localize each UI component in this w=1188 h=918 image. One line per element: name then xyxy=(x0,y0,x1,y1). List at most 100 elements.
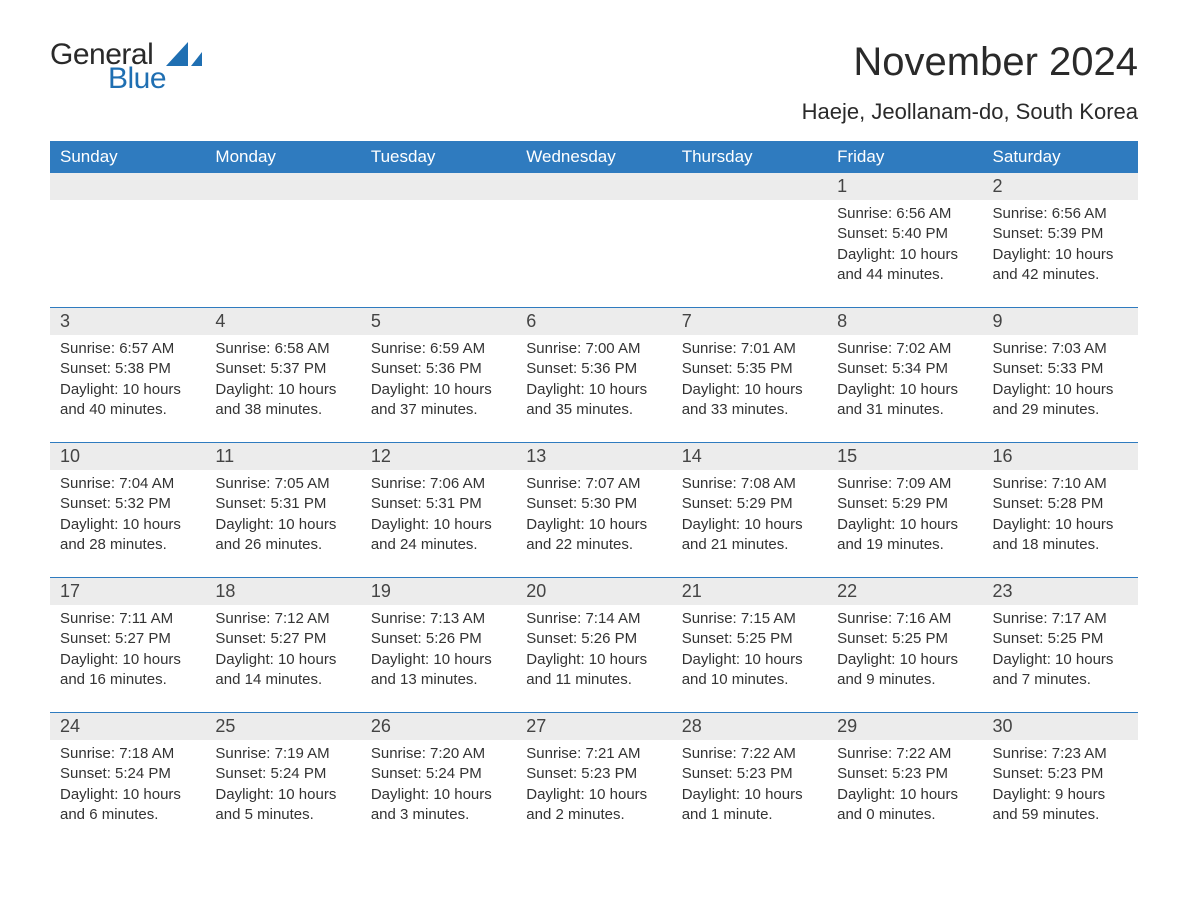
day-number: 7 xyxy=(672,308,827,335)
day-number: 1 xyxy=(827,173,982,200)
sunset-text: Sunset: 5:25 PM xyxy=(993,629,1128,649)
day-number: 23 xyxy=(983,578,1138,605)
daylight-text: Daylight: 10 hours and 11 minutes. xyxy=(526,650,661,691)
weekday-header: Monday xyxy=(205,141,360,173)
sunset-text: Sunset: 5:36 PM xyxy=(371,359,506,379)
daylight-text: Daylight: 10 hours and 38 minutes. xyxy=(215,380,350,421)
daylight-text: Daylight: 10 hours and 29 minutes. xyxy=(993,380,1128,421)
calendar-day: 18Sunrise: 7:12 AMSunset: 5:27 PMDayligh… xyxy=(205,578,360,698)
sunset-text: Sunset: 5:23 PM xyxy=(526,764,661,784)
sunrise-text: Sunrise: 7:20 AM xyxy=(371,744,506,764)
calendar-day: 6Sunrise: 7:00 AMSunset: 5:36 PMDaylight… xyxy=(516,308,671,428)
day-number: 20 xyxy=(516,578,671,605)
calendar-day-empty xyxy=(672,173,827,293)
calendar-day: 10Sunrise: 7:04 AMSunset: 5:32 PMDayligh… xyxy=(50,443,205,563)
day-details: Sunrise: 6:59 AMSunset: 5:36 PMDaylight:… xyxy=(361,335,516,420)
calendar-day: 14Sunrise: 7:08 AMSunset: 5:29 PMDayligh… xyxy=(672,443,827,563)
day-number: 8 xyxy=(827,308,982,335)
day-details: Sunrise: 7:21 AMSunset: 5:23 PMDaylight:… xyxy=(516,740,671,825)
day-details: Sunrise: 7:19 AMSunset: 5:24 PMDaylight:… xyxy=(205,740,360,825)
daylight-text: Daylight: 10 hours and 3 minutes. xyxy=(371,785,506,826)
day-number: 6 xyxy=(516,308,671,335)
sunset-text: Sunset: 5:39 PM xyxy=(993,224,1128,244)
sunset-text: Sunset: 5:27 PM xyxy=(215,629,350,649)
day-details: Sunrise: 7:15 AMSunset: 5:25 PMDaylight:… xyxy=(672,605,827,690)
day-details: Sunrise: 7:20 AMSunset: 5:24 PMDaylight:… xyxy=(361,740,516,825)
sunset-text: Sunset: 5:29 PM xyxy=(682,494,817,514)
daylight-text: Daylight: 10 hours and 40 minutes. xyxy=(60,380,195,421)
sunset-text: Sunset: 5:34 PM xyxy=(837,359,972,379)
day-number: 15 xyxy=(827,443,982,470)
day-number: 30 xyxy=(983,713,1138,740)
day-details: Sunrise: 7:13 AMSunset: 5:26 PMDaylight:… xyxy=(361,605,516,690)
day-number: 16 xyxy=(983,443,1138,470)
daylight-text: Daylight: 10 hours and 22 minutes. xyxy=(526,515,661,556)
sunrise-text: Sunrise: 7:00 AM xyxy=(526,339,661,359)
sunset-text: Sunset: 5:38 PM xyxy=(60,359,195,379)
sunrise-text: Sunrise: 7:22 AM xyxy=(837,744,972,764)
calendar-day: 28Sunrise: 7:22 AMSunset: 5:23 PMDayligh… xyxy=(672,713,827,833)
logo-sail-icon xyxy=(166,42,202,75)
day-number xyxy=(361,173,516,200)
calendar-day: 7Sunrise: 7:01 AMSunset: 5:35 PMDaylight… xyxy=(672,308,827,428)
day-number: 22 xyxy=(827,578,982,605)
day-details: Sunrise: 7:01 AMSunset: 5:35 PMDaylight:… xyxy=(672,335,827,420)
sunset-text: Sunset: 5:35 PM xyxy=(682,359,817,379)
daylight-text: Daylight: 10 hours and 10 minutes. xyxy=(682,650,817,691)
sunrise-text: Sunrise: 7:17 AM xyxy=(993,609,1128,629)
sunrise-text: Sunrise: 7:01 AM xyxy=(682,339,817,359)
day-number: 24 xyxy=(50,713,205,740)
sunrise-text: Sunrise: 6:56 AM xyxy=(837,204,972,224)
daylight-text: Daylight: 10 hours and 44 minutes. xyxy=(837,245,972,286)
calendar-day-empty xyxy=(50,173,205,293)
day-details: Sunrise: 7:03 AMSunset: 5:33 PMDaylight:… xyxy=(983,335,1138,420)
daylight-text: Daylight: 10 hours and 13 minutes. xyxy=(371,650,506,691)
calendar-day: 12Sunrise: 7:06 AMSunset: 5:31 PMDayligh… xyxy=(361,443,516,563)
sunset-text: Sunset: 5:25 PM xyxy=(682,629,817,649)
day-number: 18 xyxy=(205,578,360,605)
day-details: Sunrise: 7:18 AMSunset: 5:24 PMDaylight:… xyxy=(50,740,205,825)
day-details: Sunrise: 6:56 AMSunset: 5:39 PMDaylight:… xyxy=(983,200,1138,285)
calendar-day: 11Sunrise: 7:05 AMSunset: 5:31 PMDayligh… xyxy=(205,443,360,563)
sunset-text: Sunset: 5:26 PM xyxy=(526,629,661,649)
sunset-text: Sunset: 5:31 PM xyxy=(371,494,506,514)
day-number xyxy=(205,173,360,200)
day-number: 3 xyxy=(50,308,205,335)
daylight-text: Daylight: 10 hours and 5 minutes. xyxy=(215,785,350,826)
calendar-day: 23Sunrise: 7:17 AMSunset: 5:25 PMDayligh… xyxy=(983,578,1138,698)
sunrise-text: Sunrise: 6:58 AM xyxy=(215,339,350,359)
calendar: SundayMondayTuesdayWednesdayThursdayFrid… xyxy=(50,141,1138,833)
day-number: 10 xyxy=(50,443,205,470)
sunrise-text: Sunrise: 7:04 AM xyxy=(60,474,195,494)
sunset-text: Sunset: 5:32 PM xyxy=(60,494,195,514)
day-details: Sunrise: 7:16 AMSunset: 5:25 PMDaylight:… xyxy=(827,605,982,690)
calendar-day: 20Sunrise: 7:14 AMSunset: 5:26 PMDayligh… xyxy=(516,578,671,698)
sunset-text: Sunset: 5:28 PM xyxy=(993,494,1128,514)
sunrise-text: Sunrise: 7:15 AM xyxy=(682,609,817,629)
day-number: 12 xyxy=(361,443,516,470)
daylight-text: Daylight: 10 hours and 31 minutes. xyxy=(837,380,972,421)
calendar-day: 2Sunrise: 6:56 AMSunset: 5:39 PMDaylight… xyxy=(983,173,1138,293)
sunrise-text: Sunrise: 6:59 AM xyxy=(371,339,506,359)
day-number xyxy=(50,173,205,200)
sunrise-text: Sunrise: 7:10 AM xyxy=(993,474,1128,494)
day-number: 21 xyxy=(672,578,827,605)
location-text: Haeje, Jeollanam-do, South Korea xyxy=(802,99,1138,125)
sunrise-text: Sunrise: 7:03 AM xyxy=(993,339,1128,359)
day-details: Sunrise: 7:08 AMSunset: 5:29 PMDaylight:… xyxy=(672,470,827,555)
sunset-text: Sunset: 5:25 PM xyxy=(837,629,972,649)
calendar-week: 1 Sunrise: 6:56 AMSunset: 5:40 PMDaylight… xyxy=(50,173,1138,293)
sunset-text: Sunset: 5:24 PM xyxy=(215,764,350,784)
sunrise-text: Sunrise: 7:08 AM xyxy=(682,474,817,494)
sunrise-text: Sunrise: 6:57 AM xyxy=(60,339,195,359)
day-number: 14 xyxy=(672,443,827,470)
day-number: 26 xyxy=(361,713,516,740)
calendar-day: 9Sunrise: 7:03 AMSunset: 5:33 PMDaylight… xyxy=(983,308,1138,428)
day-number: 19 xyxy=(361,578,516,605)
day-details: Sunrise: 7:07 AMSunset: 5:30 PMDaylight:… xyxy=(516,470,671,555)
daylight-text: Daylight: 10 hours and 0 minutes. xyxy=(837,785,972,826)
daylight-text: Daylight: 10 hours and 9 minutes. xyxy=(837,650,972,691)
day-details: Sunrise: 7:05 AMSunset: 5:31 PMDaylight:… xyxy=(205,470,360,555)
sunset-text: Sunset: 5:40 PM xyxy=(837,224,972,244)
daylight-text: Daylight: 10 hours and 2 minutes. xyxy=(526,785,661,826)
